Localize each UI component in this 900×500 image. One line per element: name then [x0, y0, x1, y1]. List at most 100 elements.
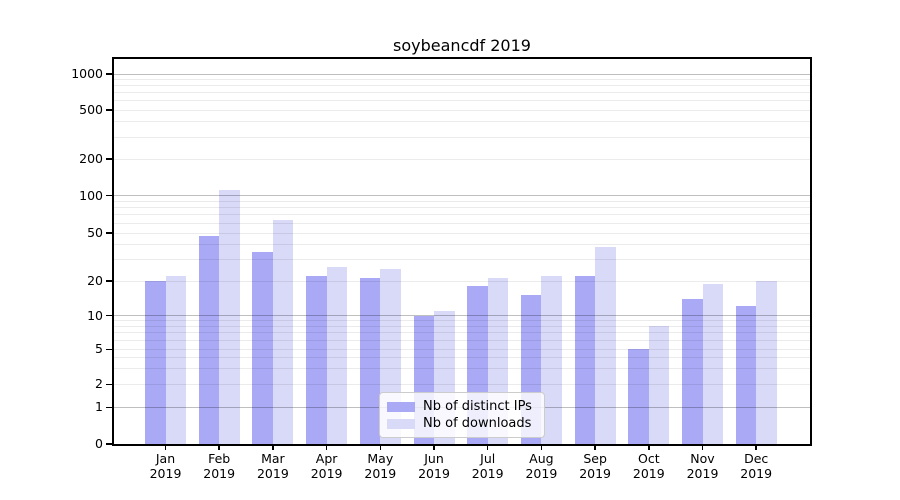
legend-item-distinct-ips: Nb of distinct IPs: [387, 398, 536, 415]
x-axis-tick-label: Aug 2019: [525, 451, 558, 481]
y-axis-tick-mark: [106, 383, 112, 386]
grid-line-minor: [114, 92, 810, 94]
legend-label-downloads: Nb of downloads: [423, 415, 532, 431]
plot-area: Nb of distinct IPs Nb of downloads: [112, 57, 812, 446]
bar-distinct-ips: [252, 251, 273, 444]
bar-downloads: [702, 283, 723, 444]
y-axis-tick-mark: [106, 73, 112, 75]
x-axis-tick-label: Nov 2019: [686, 451, 719, 481]
grid-line-minor: [114, 232, 810, 234]
y-axis-tick-label: 1: [95, 399, 103, 415]
grid-line-minor: [114, 244, 810, 246]
y-axis-tick-mark: [106, 158, 112, 160]
x-axis-tick-mark: [648, 444, 650, 450]
grid-line-minor: [114, 332, 810, 334]
grid-line-minor: [114, 158, 810, 160]
x-axis-tick-label: Sep 2019: [579, 451, 611, 481]
x-axis-tick-mark: [594, 444, 596, 450]
grid-line-minor: [114, 222, 810, 224]
grid-line-minor: [114, 320, 810, 322]
y-axis-tick-label: 5: [95, 341, 103, 357]
grid-line-minor: [114, 339, 810, 341]
y-axis-tick-label: 50: [87, 225, 103, 240]
grid-line-minor: [114, 368, 810, 370]
bar-distinct-ips: [306, 276, 327, 444]
grid-line-minor: [114, 136, 810, 138]
x-axis-tick-label: Oct 2019: [632, 451, 665, 481]
bar-distinct-ips: [145, 281, 166, 444]
bar-downloads: [541, 276, 562, 444]
grid-line-minor: [114, 85, 810, 87]
x-axis-tick-label: Jul 2019: [471, 451, 504, 481]
grid-line-major: [114, 315, 810, 316]
x-axis-tick-label: Apr 2019: [310, 451, 343, 481]
bar-distinct-ips: [198, 236, 220, 444]
y-axis-tick-label: 100: [79, 187, 103, 203]
legend-label-distinct-ips: Nb of distinct IPs: [423, 398, 532, 414]
x-axis-tick-label: Jan 2019: [149, 451, 182, 481]
x-axis-tick-mark: [433, 444, 435, 450]
x-axis-tick-mark: [218, 444, 220, 450]
grid-line-major: [114, 195, 810, 197]
x-axis-tick-mark: [755, 444, 757, 450]
y-axis-tick-mark: [106, 443, 112, 445]
grid-line-minor: [114, 325, 810, 327]
y-axis-tick-mark: [106, 194, 112, 197]
grid-line-minor: [114, 100, 810, 102]
y-axis-tick-label: 20: [87, 273, 103, 288]
y-axis-tick-label: 200: [79, 151, 103, 166]
bar-distinct-ips: [628, 349, 649, 444]
legend: Nb of distinct IPs Nb of downloads: [379, 392, 545, 438]
legend-swatch-distinct-ips: [387, 401, 415, 412]
bar-distinct-ips: [735, 306, 757, 444]
bar-downloads: [272, 219, 294, 444]
y-axis-tick-mark: [106, 348, 112, 351]
y-axis-tick-label: 1000: [71, 66, 103, 81]
bar-distinct-ips: [359, 278, 381, 444]
x-axis-tick-label: May 2019: [364, 451, 397, 481]
bar-downloads: [326, 267, 348, 444]
grid-line-minor: [114, 348, 810, 350]
grid-line-minor: [114, 78, 810, 80]
x-axis-tick-label: Mar 2019: [256, 451, 289, 481]
bar-distinct-ips: [574, 276, 596, 444]
y-axis-tick-mark: [106, 232, 112, 234]
grid-line-minor: [114, 121, 810, 123]
y-axis-tick-mark: [106, 314, 112, 317]
grid-line-minor: [114, 207, 810, 209]
y-axis-tick-mark: [106, 109, 112, 111]
x-axis-tick-mark: [486, 444, 489, 450]
grid-line-major: [114, 73, 810, 75]
bar-distinct-ips: [682, 298, 703, 444]
y-axis-tick-label: 0: [95, 436, 103, 451]
x-axis-tick-label: Feb 2019: [203, 451, 236, 481]
legend-item-downloads: Nb of downloads: [387, 415, 536, 432]
grid-line-minor: [114, 259, 810, 261]
y-axis-tick-label: 10: [87, 307, 103, 323]
x-axis-tick-mark: [325, 444, 328, 450]
x-axis-tick-mark: [164, 444, 167, 450]
chart-title: soybeancdf 2019: [393, 36, 531, 55]
grid-line-minor: [114, 214, 810, 216]
y-axis-tick-label: 500: [79, 102, 103, 117]
bar-downloads: [756, 281, 777, 444]
legend-swatch-downloads: [387, 418, 415, 429]
bar-downloads: [648, 326, 670, 444]
bar-downloads: [219, 189, 240, 444]
x-axis-tick-mark: [701, 444, 704, 450]
bar-downloads: [165, 276, 186, 444]
x-axis-tick-mark: [272, 444, 274, 450]
y-axis-tick-label: 2: [95, 376, 103, 392]
x-axis-tick-mark: [540, 444, 543, 450]
grid-line-minor: [114, 357, 810, 359]
y-axis-tick-mark: [106, 280, 112, 282]
x-axis-tick-mark: [379, 444, 382, 450]
grid-line-minor: [114, 109, 810, 111]
bar-downloads: [595, 247, 616, 444]
grid-line-minor: [114, 383, 810, 385]
y-axis-tick-mark: [106, 406, 112, 409]
x-axis-tick-label: Jun 2019: [418, 451, 450, 481]
x-axis-tick-label: Dec 2019: [740, 451, 773, 481]
grid-line-minor: [114, 280, 810, 282]
